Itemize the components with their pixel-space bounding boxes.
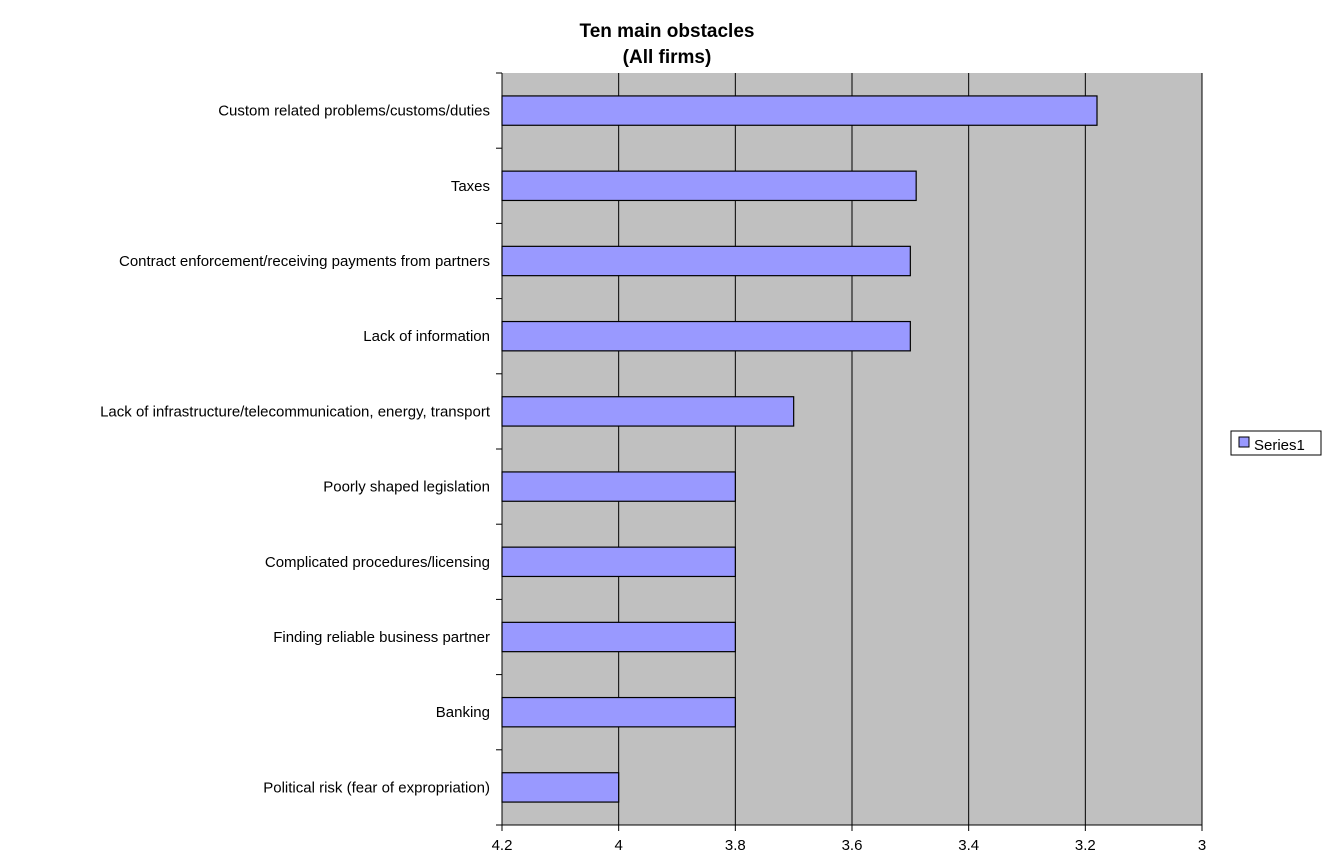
bar	[501, 396, 795, 427]
chart-subtitle: (All firms)	[623, 47, 712, 68]
bar	[501, 696, 736, 728]
bar	[501, 95, 1098, 126]
category-label: Complicated procedures/licensing	[265, 554, 490, 571]
bar	[501, 471, 736, 502]
bar	[501, 546, 736, 578]
axes	[496, 72, 1203, 831]
category-label: Taxes	[451, 178, 490, 195]
x-tick-label: 4	[614, 837, 622, 851]
category-label: Poorly shaped legislation	[323, 479, 490, 496]
category-label: Banking	[436, 704, 490, 721]
x-tick-label: 3.2	[1075, 837, 1096, 851]
bar	[501, 772, 620, 803]
x-tick-label: 3	[1198, 837, 1206, 851]
category-label: Custom related problems/customs/duties	[218, 103, 490, 120]
legend: Series1	[1230, 430, 1322, 456]
x-tick-label: 3.8	[725, 837, 746, 851]
bars	[501, 95, 1098, 803]
chart-title: Ten main obstacles	[580, 21, 755, 42]
bar	[501, 170, 917, 202]
category-labels: Custom related problems/customs/duties Ta…	[100, 103, 491, 797]
x-tick-label: 4.2	[492, 837, 513, 851]
bar	[501, 320, 911, 352]
x-tick-labels: 4.2 4 3.8 3.6 3.4 3.2 3	[492, 837, 1207, 851]
category-label: Finding reliable business partner	[273, 629, 490, 646]
category-label: Political risk (fear of expropriation)	[263, 779, 490, 796]
category-label: Lack of infrastructure/telecommunication…	[100, 403, 491, 420]
category-label: Contract enforcement/receiving payments …	[119, 253, 490, 270]
category-label: Lack of information	[363, 328, 490, 345]
bar	[501, 621, 736, 653]
legend-label: Series1	[1254, 437, 1305, 454]
bar	[501, 245, 911, 277]
x-tick-label: 3.6	[842, 837, 863, 851]
legend-swatch	[1238, 436, 1250, 448]
x-tick-label: 3.4	[958, 837, 979, 851]
